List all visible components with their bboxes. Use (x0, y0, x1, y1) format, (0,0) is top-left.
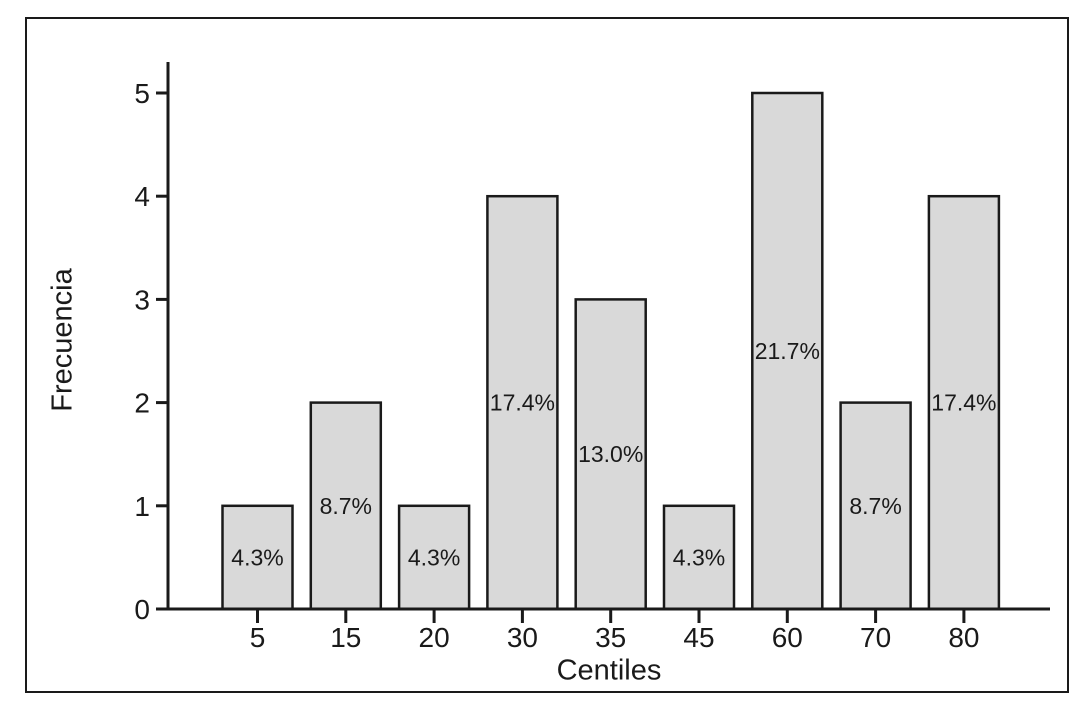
x-tick-label: 70 (860, 622, 891, 653)
bar-value-label: 13.0% (578, 441, 643, 467)
bar (221, 504, 294, 611)
bar (397, 504, 471, 611)
y-tick-label: 5 (134, 78, 150, 109)
x-tick-label: 45 (683, 622, 714, 653)
x-tick-label: 80 (948, 622, 979, 653)
bar-value-label: 17.4% (931, 390, 996, 416)
bar-value-label: 8.7% (320, 493, 372, 519)
bar-value-label: 4.3% (231, 544, 283, 570)
x-tick-label: 20 (419, 622, 450, 653)
bar (927, 194, 1001, 611)
x-tick-label: 5 (250, 622, 266, 653)
y-axis-title: Frecuencia (46, 268, 79, 412)
y-tick-label: 1 (134, 491, 150, 522)
bar (574, 298, 647, 611)
x-tick-label: 60 (772, 622, 803, 653)
y-tick-label: 4 (134, 181, 150, 212)
x-tick-label: 15 (330, 622, 361, 653)
y-tick-label: 3 (134, 284, 150, 315)
bar (751, 91, 824, 611)
x-tick-label: 35 (595, 622, 626, 653)
bar-value-label: 21.7% (755, 338, 820, 364)
bar-value-label: 4.3% (408, 544, 460, 570)
x-tick-label: 30 (507, 622, 538, 653)
y-tick-label: 2 (134, 388, 150, 419)
bar-value-label: 17.4% (490, 390, 555, 416)
bar-value-label: 4.3% (673, 544, 725, 570)
bar-value-label: 8.7% (849, 493, 901, 519)
y-tick-label: 0 (134, 594, 150, 625)
x-axis-title: Centiles (556, 654, 662, 687)
